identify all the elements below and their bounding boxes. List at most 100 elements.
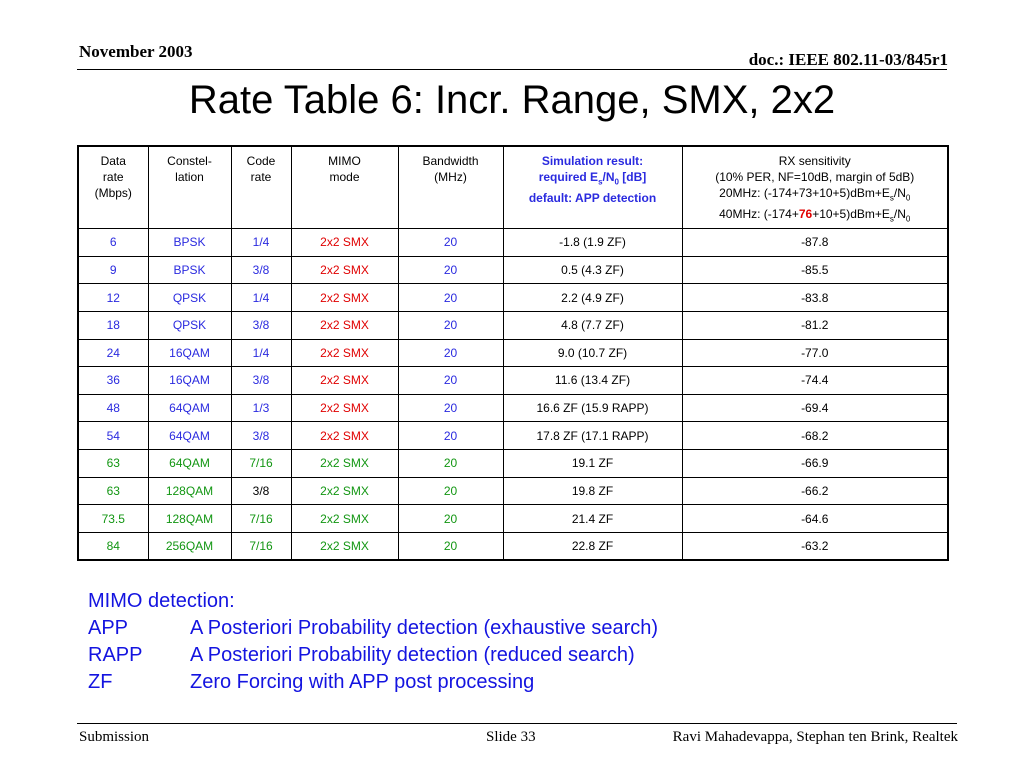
- cell-data-rate: 73.5: [77, 504, 149, 533]
- header-rx-sub: 0: [905, 214, 911, 224]
- cell-mimo-mode: 2x2 SMX: [290, 255, 399, 285]
- cell-data-rate: 84: [77, 531, 149, 561]
- cell-constellation: 64QAM: [147, 421, 232, 450]
- cell-rx-sensitivity: -64.6: [681, 504, 949, 533]
- cell-bandwidth: 20: [397, 255, 504, 285]
- cell-code-rate: 3/8: [230, 366, 292, 395]
- header-data-rate: Data rate (Mbps): [77, 145, 149, 230]
- cell-data-rate: 63: [77, 476, 149, 506]
- cell-bandwidth: 20: [397, 228, 504, 257]
- header-sim-sub: s: [598, 177, 603, 187]
- table-row: 36 16QAM 3/8 2x2 SMX 20 11.6 (13.4 ZF) -74.4: [77, 366, 949, 395]
- table-row: 54 64QAM 3/8 2x2 SMX 20 17.8 ZF (17.1 RAPP) -6…: [77, 421, 949, 450]
- cell-code-rate: 1/4: [230, 338, 292, 368]
- header-code-rate-line: rate: [250, 170, 272, 184]
- cell-constellation: 16QAM: [147, 338, 232, 368]
- cell-simulation-result: 17.8 ZF (17.1 RAPP): [502, 421, 683, 450]
- header-bandwidth: Bandwidth (MHz): [397, 145, 504, 230]
- cell-simulation-result: 4.8 (7.7 ZF): [502, 310, 683, 340]
- cell-constellation: 16QAM: [147, 366, 232, 395]
- header-sim-text: required E: [538, 170, 599, 184]
- cell-constellation: BPSK: [147, 228, 232, 257]
- note-item: APP A Posteriori Probability detection (…: [88, 615, 658, 642]
- cell-rx-sensitivity: -68.2: [681, 421, 949, 450]
- cell-bandwidth: 20: [397, 531, 504, 561]
- header-rx-sensitivity: RX sensitivity (10% PER, NF=10dB, margin…: [681, 145, 949, 230]
- table-row: 9 BPSK 3/8 2x2 SMX 20 0.5 (4.3 ZF) -85.5: [77, 255, 949, 285]
- cell-bandwidth: 20: [397, 476, 504, 506]
- cell-rx-sensitivity: -81.2: [681, 310, 949, 340]
- cell-constellation: 256QAM: [147, 531, 232, 561]
- footer-slide-number: Slide 33: [486, 729, 536, 745]
- cell-rx-sensitivity: -66.9: [681, 448, 949, 478]
- header-constellation: Constel- lation: [147, 145, 232, 230]
- note-item: RAPP A Posteriori Probability detection …: [88, 642, 658, 669]
- table-row: 18 QPSK 3/8 2x2 SMX 20 4.8 (7.7 ZF) -81.2: [77, 310, 949, 340]
- cell-code-rate: 7/16: [230, 531, 292, 561]
- header-rx-sub: s: [889, 214, 894, 224]
- cell-data-rate: 54: [77, 421, 149, 450]
- cell-constellation: QPSK: [147, 310, 232, 340]
- note-text: A Posteriori Probability detection (exha…: [190, 617, 659, 639]
- footer-authors: Ravi Mahadevappa, Stephan ten Brink, Rea…: [672, 729, 958, 745]
- header-rx-line1: RX sensitivity: [778, 154, 851, 168]
- cell-rx-sensitivity: -85.5: [681, 255, 949, 285]
- cell-simulation-result: 22.8 ZF: [502, 531, 683, 561]
- header-rx-line3: 20MHz: (-174+73+10+5)dBm+Es/N0: [719, 186, 911, 203]
- cell-mimo-mode: 2x2 SMX: [290, 531, 399, 561]
- rate-table: Data rate (Mbps) Constel- lation Code ra…: [77, 145, 949, 561]
- cell-code-rate: 1/4: [230, 283, 292, 312]
- header-sim-text: /N: [602, 170, 615, 184]
- cell-simulation-result: 16.6 ZF (15.9 RAPP): [502, 393, 683, 423]
- cell-rx-sensitivity: -83.8: [681, 283, 949, 312]
- cell-rx-sensitivity: -77.0: [681, 338, 949, 368]
- cell-mimo-mode: 2x2 SMX: [290, 228, 399, 257]
- mimo-detection-notes: MIMO detection: APP A Posteriori Probabi…: [88, 588, 658, 696]
- cell-data-rate: 6: [77, 228, 149, 257]
- header-data-rate-line: rate: [102, 170, 124, 184]
- cell-code-rate: 7/16: [230, 504, 292, 533]
- cell-simulation-result: 19.1 ZF: [502, 448, 683, 478]
- header-rx-text: +10+5)dBm+E: [812, 207, 890, 222]
- cell-mimo-mode: 2x2 SMX: [290, 448, 399, 478]
- header-rx-sub: s: [889, 193, 894, 203]
- header-divider: [77, 69, 947, 70]
- header-code-rate: Code rate: [230, 145, 292, 230]
- header-rx-sub: 0: [905, 193, 911, 203]
- cell-constellation: 64QAM: [147, 393, 232, 423]
- slide-title: Rate Table 6: Incr. Range, SMX, 2x2: [188, 78, 836, 122]
- cell-mimo-mode: 2x2 SMX: [290, 283, 399, 312]
- cell-mimo-mode: 2x2 SMX: [290, 504, 399, 533]
- cell-code-rate: 1/4: [230, 228, 292, 257]
- cell-mimo-mode: 2x2 SMX: [290, 310, 399, 340]
- header-data-rate-line: (Mbps): [94, 186, 132, 200]
- note-text: A Posteriori Probability detection (redu…: [190, 644, 635, 666]
- cell-mimo-mode: 2x2 SMX: [290, 366, 399, 395]
- cell-constellation: QPSK: [147, 283, 232, 312]
- header-rx-line2: (10% PER, NF=10dB, margin of 5dB): [715, 170, 915, 184]
- cell-data-rate: 9: [77, 255, 149, 285]
- cell-rx-sensitivity: -69.4: [681, 393, 949, 423]
- header-simulation-result: Simulation result: required Es/N0 [dB] d…: [502, 145, 683, 230]
- header-mimo-mode-line: mode: [329, 170, 360, 184]
- cell-simulation-result: 0.5 (4.3 ZF): [502, 255, 683, 285]
- header-bandwidth-line: Bandwidth: [422, 154, 479, 168]
- cell-bandwidth: 20: [397, 310, 504, 340]
- header-rx-text: /N: [893, 186, 906, 200]
- footer-divider: [77, 723, 957, 724]
- header-sim-line2: required Es/N0 [dB]: [538, 170, 647, 187]
- table-row: 84 256QAM 7/16 2x2 SMX 20 22.8 ZF -63.2: [77, 531, 949, 561]
- cell-data-rate: 36: [77, 366, 149, 395]
- cell-constellation: 128QAM: [147, 504, 232, 533]
- header-bandwidth-line: (MHz): [434, 170, 467, 184]
- table-row: 12 QPSK 1/4 2x2 SMX 20 2.2 (4.9 ZF) -83.8: [77, 283, 949, 312]
- header-rx-text: 20MHz: (-174+73+10+5)dBm+E: [719, 186, 890, 200]
- header-constellation-line: lation: [175, 170, 204, 184]
- note-abbr: RAPP: [88, 644, 143, 666]
- cell-simulation-result: 9.0 (10.7 ZF): [502, 338, 683, 368]
- cell-code-rate: 3/8: [230, 476, 292, 506]
- cell-code-rate: 3/8: [230, 255, 292, 285]
- cell-simulation-result: -1.8 (1.9 ZF): [502, 228, 683, 257]
- header-sim-line3: default: APP detection: [528, 191, 657, 206]
- header-rx-highlight: 76: [798, 207, 813, 222]
